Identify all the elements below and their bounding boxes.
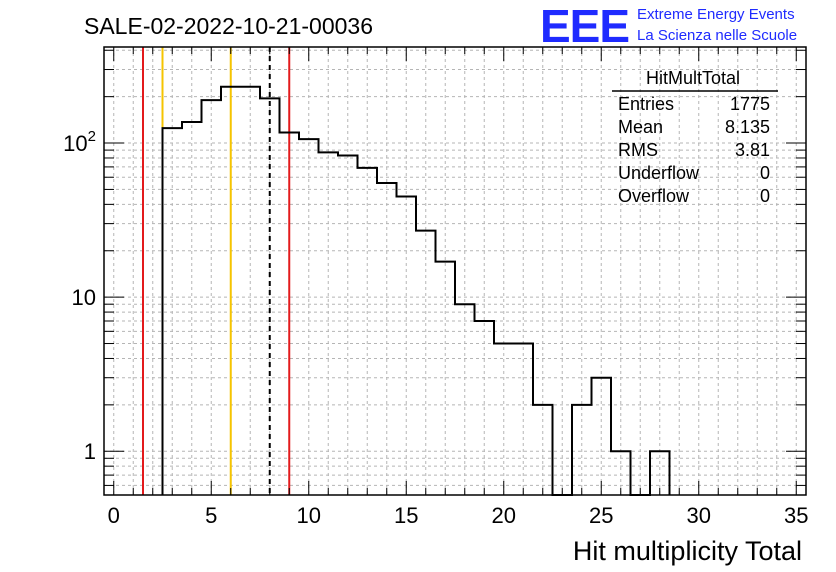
stats-label: Overflow [618, 186, 690, 206]
stats-title: HitMultTotal [646, 68, 740, 88]
x-tick-label: 0 [108, 503, 120, 528]
stats-rows: Entries 1775 Mean 8.135 RMS 3.81 Underflow 0 Ove… [618, 94, 770, 206]
axes: 0 5 10 15 20 25 30 35 1 10 102 [63, 47, 808, 528]
eee-logo: EEE Extreme Energy Events La Scienza nel… [540, 0, 797, 52]
plot-frame [103, 46, 807, 496]
histogram-outline [161, 85, 671, 496]
eee-logo-line2: La Scienza nelle Scuole [637, 27, 797, 44]
x-tick-label: 30 [687, 503, 711, 528]
x-tick-label: 10 [297, 503, 321, 528]
x-tick-label: 5 [205, 503, 217, 528]
eee-logo-line1: Extreme Energy Events [637, 6, 795, 23]
grid-layer [104, 47, 806, 495]
x-tick-label: 20 [492, 503, 516, 528]
x-tick-label: 25 [589, 503, 613, 528]
eee-logo-mark: EEE [540, 0, 629, 52]
x-tick-label: 15 [394, 503, 418, 528]
y-tick-label: 1 [84, 439, 96, 464]
stats-box: HitMultTotal Entries 1775 Mean 8.135 RMS 3.81… [612, 68, 778, 206]
x-tick-label: 35 [784, 503, 808, 528]
stats-value: 0 [760, 186, 770, 206]
stats-value: 1775 [730, 94, 770, 114]
y-tick-label: 102 [63, 128, 96, 156]
stats-label: RMS [618, 140, 658, 160]
stats-value: 8.135 [725, 117, 770, 137]
reference-lines [142, 47, 291, 495]
stats-value: 3.81 [735, 140, 770, 160]
stats-value: 0 [760, 163, 770, 183]
stats-label: Underflow [618, 163, 700, 183]
chart-title: SALE-02-2022-10-21-00036 [84, 13, 373, 39]
stats-label: Mean [618, 117, 663, 137]
x-axis-title: Hit multiplicity Total [573, 536, 802, 566]
y-tick-label: 10 [72, 285, 96, 310]
stats-label: Entries [618, 94, 674, 114]
